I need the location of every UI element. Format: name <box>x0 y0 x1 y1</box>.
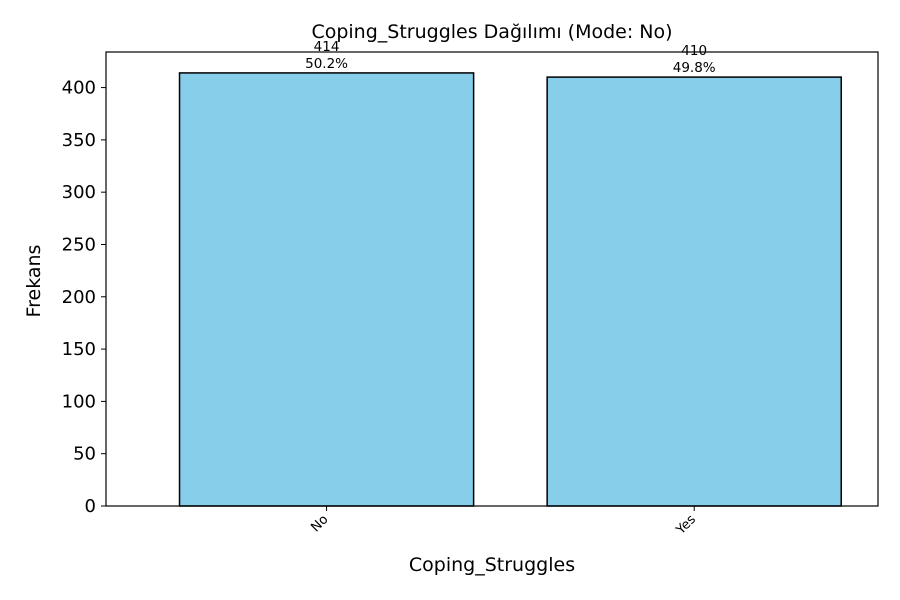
y-tick-label: 100 <box>62 391 96 412</box>
x-tick-label: No <box>308 512 331 535</box>
y-tick-label: 250 <box>62 234 96 255</box>
bar-percent-label: 50.2% <box>305 56 348 72</box>
chart-title: Coping_Struggles Dağılımı (Mode: No) <box>311 21 672 43</box>
y-tick-label: 0 <box>85 496 96 517</box>
y-tick-label: 200 <box>62 287 96 308</box>
y-tick-label: 50 <box>73 444 96 465</box>
bar-yes <box>546 76 842 507</box>
bar-value-label: 414 <box>314 39 340 55</box>
y-tick-label: 150 <box>62 339 96 360</box>
y-tick-label: 400 <box>62 78 96 99</box>
y-tick-label: 350 <box>62 130 96 151</box>
bar-value-label: 410 <box>681 43 707 59</box>
x-axis-title: Coping_Struggles <box>409 554 575 576</box>
bar-no <box>178 72 475 507</box>
y-tick-label: 300 <box>62 182 96 203</box>
y-axis-title: Frekans <box>23 245 45 318</box>
x-tick-label: Yes <box>673 512 699 538</box>
axes-frame <box>105 51 879 507</box>
bar-percent-label: 49.8% <box>673 60 716 76</box>
